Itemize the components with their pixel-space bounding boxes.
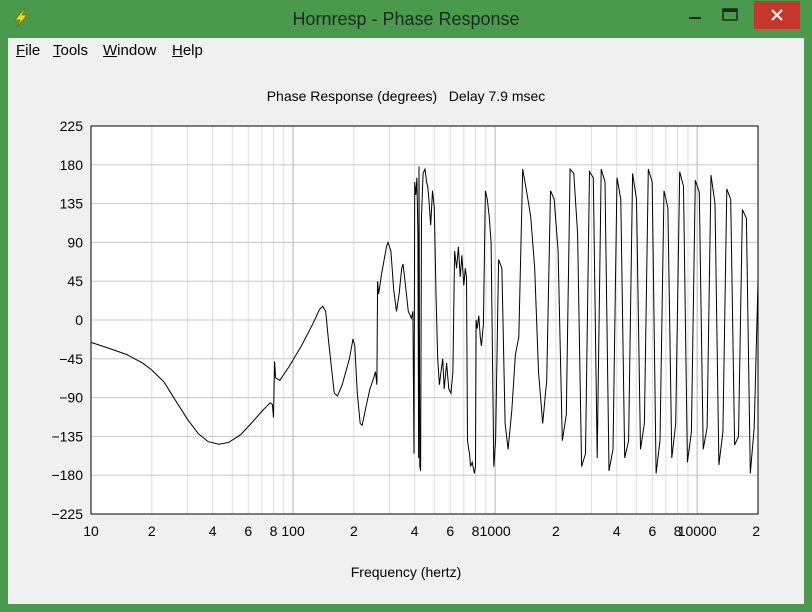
title-bar[interactable]: Hornresp - Phase Response <box>0 0 812 38</box>
x-tick-label: 100 <box>281 523 305 539</box>
x-tick-label: 2 <box>350 523 358 539</box>
x-tick-label: 8 <box>472 523 480 539</box>
menu-tools[interactable]: Tools <box>53 42 89 59</box>
x-tick-label: 8 <box>674 523 682 539</box>
y-tick-label: 0 <box>75 312 83 328</box>
x-tick-label: 10000 <box>678 523 717 539</box>
y-tick-label: 225 <box>60 118 84 134</box>
lightning-bolt-icon <box>14 8 28 28</box>
x-tick-label: 2 <box>752 523 760 539</box>
chart-title: Phase Response (degrees) Delay 7.9 msec <box>266 88 546 104</box>
x-tick-label: 2 <box>552 523 560 539</box>
x-tick-label: 2 <box>148 523 156 539</box>
x-tick-label: 6 <box>244 523 252 539</box>
y-tick-label: 180 <box>60 157 84 173</box>
x-tick-label: 1000 <box>480 523 511 539</box>
phase-series-line <box>90 166 759 474</box>
plot-frame <box>90 125 759 515</box>
y-tick-label: −45 <box>59 351 83 367</box>
y-tick-label: −225 <box>51 506 83 522</box>
minimize-icon <box>689 17 701 19</box>
menu-window[interactable]: Window <box>103 42 157 59</box>
maximize-button[interactable] <box>710 0 750 30</box>
menu-file[interactable]: File <box>16 42 41 59</box>
x-tick-label: 10 <box>83 523 99 539</box>
window-title: Hornresp - Phase Response <box>292 9 520 29</box>
close-button[interactable] <box>754 1 800 29</box>
x-tick-label: 4 <box>613 523 621 539</box>
x-tick-label: 6 <box>648 523 656 539</box>
x-tick-label: 8 <box>270 523 278 539</box>
y-tick-label: 135 <box>60 196 84 212</box>
y-tick-label: −90 <box>59 390 83 406</box>
y-tick-label: 45 <box>67 273 83 289</box>
x-axis-label: Frequency (hertz) <box>350 564 462 580</box>
x-tick-label: 6 <box>446 523 454 539</box>
x-tick-label: 4 <box>411 523 419 539</box>
close-icon <box>771 9 783 21</box>
x-tick-label: 4 <box>209 523 217 539</box>
y-tick-label: −135 <box>51 428 83 444</box>
menu-help[interactable]: Help <box>172 42 203 59</box>
y-tick-label: −180 <box>51 467 83 483</box>
minimize-button[interactable] <box>676 0 720 30</box>
y-tick-label: 90 <box>67 234 83 250</box>
